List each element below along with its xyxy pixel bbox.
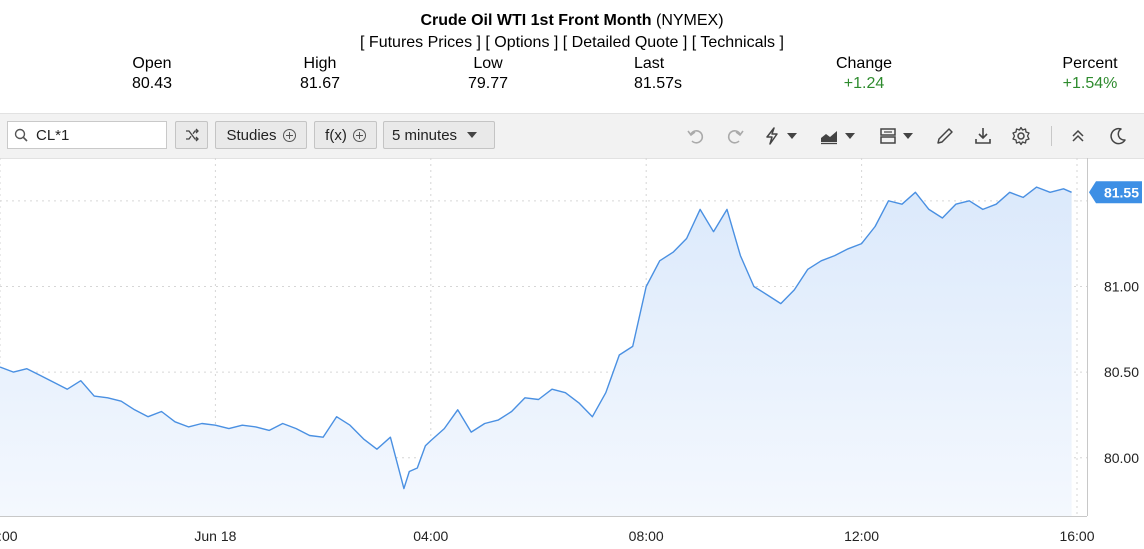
x-axis: 20:00 Jun 18 04:00 08:00 12:00 16:00 — [0, 528, 1095, 544]
stat-value: +1.54% — [1062, 75, 1118, 92]
exchange-name: (NYMEX) — [655, 12, 724, 29]
toolbar-divider — [1051, 126, 1052, 146]
function-label: f(x) — [325, 126, 347, 144]
technicals-link[interactable]: [ Technicals ] — [691, 34, 784, 51]
stat-last: Last 81.57s — [622, 54, 700, 94]
shuffle-icon — [185, 128, 199, 142]
chevron-down-icon — [903, 133, 913, 139]
x-tick-label: Jun 18 — [194, 528, 236, 544]
theme-toggle[interactable] — [1108, 125, 1128, 147]
chevron-down-icon — [467, 132, 478, 138]
interval-select[interactable]: 5 minutes — [383, 121, 495, 149]
undo-icon — [687, 130, 704, 144]
interval-label: 5 minutes — [392, 126, 458, 144]
futures-prices-link[interactable]: [ Futures Prices ] — [360, 34, 481, 51]
chart-type-menu[interactable] — [819, 125, 855, 147]
stat-value: 80.43 — [131, 75, 173, 92]
events-menu[interactable] — [763, 125, 797, 147]
lightning-icon — [766, 127, 778, 145]
search-icon — [14, 128, 28, 142]
chart-toolbar: CL*1 Studies f(x) 5 minutes — [0, 113, 1144, 159]
instrument-name: Crude Oil WTI 1st Front Month — [420, 12, 652, 29]
plus-circle-icon — [282, 128, 296, 142]
x-tick-label: 04:00 — [413, 528, 448, 544]
stat-open: Open 80.43 — [122, 54, 182, 94]
stat-label: High — [303, 55, 337, 72]
stat-percent: Percent +1.54% — [1050, 54, 1130, 94]
compare-button[interactable] — [175, 121, 208, 149]
studies-button[interactable]: Studies — [215, 121, 307, 149]
symbol-value: CL*1 — [36, 126, 70, 144]
stat-value: 79.77 — [467, 75, 509, 92]
stat-label: Percent — [1062, 55, 1118, 72]
studies-label: Studies — [226, 126, 277, 144]
download-icon — [975, 128, 991, 144]
options-link[interactable]: [ Options ] — [485, 34, 559, 51]
price-area-fill — [0, 187, 1072, 516]
quote-links: [ Futures Prices ] [ Options ] [ Detaile… — [0, 34, 1144, 52]
chevron-down-icon — [787, 133, 797, 139]
settings-button[interactable] — [1011, 125, 1031, 147]
detailed-quote-link[interactable]: [ Detailed Quote ] — [562, 34, 688, 51]
stat-label: Last — [634, 55, 665, 72]
area-chart-icon — [821, 131, 837, 145]
quote-header: Crude Oil WTI 1st Front Month (NYMEX) [ … — [0, 0, 1144, 112]
collapse-icon — [1072, 129, 1084, 142]
x-tick-label: 16:00 — [1059, 528, 1094, 544]
gear-icon — [1012, 126, 1030, 146]
y-axis: 80.00 80.50 81.00 — [1104, 278, 1139, 465]
chevron-down-icon — [845, 133, 855, 139]
last-price-badge — [1089, 181, 1142, 204]
stat-label: Change — [835, 55, 893, 72]
plus-circle-icon — [352, 128, 366, 142]
download-button[interactable] — [973, 125, 993, 147]
stat-high: High 81.67 — [290, 54, 350, 94]
theme-icon — [1110, 127, 1126, 145]
stat-change: Change +1.24 — [826, 54, 902, 94]
redo-button[interactable] — [725, 125, 745, 147]
quote-title: Crude Oil WTI 1st Front Month (NYMEX) — [0, 12, 1144, 30]
x-tick-label: 08:00 — [629, 528, 664, 544]
x-tick-label: 20:00 — [0, 528, 18, 544]
price-line — [0, 186, 1072, 490]
undo-button[interactable] — [686, 125, 706, 147]
price-chart[interactable]: 80.00 80.50 81.00 20:00 Jun 18 04:00 08:00 12:… — [0, 158, 1144, 549]
stat-low: Low 79.77 — [458, 54, 518, 94]
x-tick-label: 12:00 — [844, 528, 879, 544]
y-tick-label: 80.00 — [1104, 450, 1139, 466]
y-tick-label: 80.50 — [1104, 364, 1139, 380]
function-button[interactable]: f(x) — [314, 121, 377, 149]
stat-label: Low — [473, 55, 503, 72]
symbol-search-input[interactable]: CL*1 — [7, 121, 167, 149]
collapse-button[interactable] — [1070, 125, 1086, 147]
redo-icon — [727, 130, 744, 144]
stat-value: 81.57s — [634, 75, 683, 92]
last-price-marker: 81.55 — [1089, 181, 1142, 204]
layout-menu[interactable] — [879, 125, 913, 147]
stat-label: Open — [132, 55, 172, 72]
y-tick-label: 81.00 — [1104, 278, 1139, 294]
last-price-label: 81.55 — [1104, 184, 1139, 200]
stat-value: +1.24 — [843, 75, 885, 92]
layout-icon — [880, 128, 896, 144]
stat-value: 81.67 — [299, 75, 341, 92]
draw-button[interactable] — [935, 125, 955, 147]
pencil-icon — [937, 128, 953, 144]
